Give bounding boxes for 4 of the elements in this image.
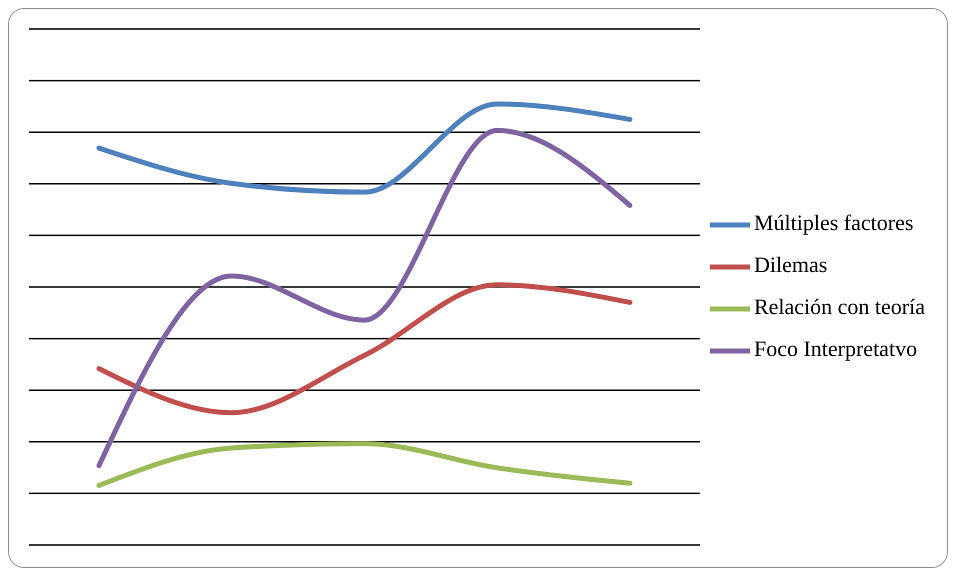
legend-label: Dilemas bbox=[754, 252, 828, 278]
legend-label: Relación con teoría bbox=[754, 294, 925, 319]
legend-label: Múltiples factores bbox=[754, 210, 914, 236]
legend-label: Foco Interpretatvo bbox=[754, 336, 918, 361]
